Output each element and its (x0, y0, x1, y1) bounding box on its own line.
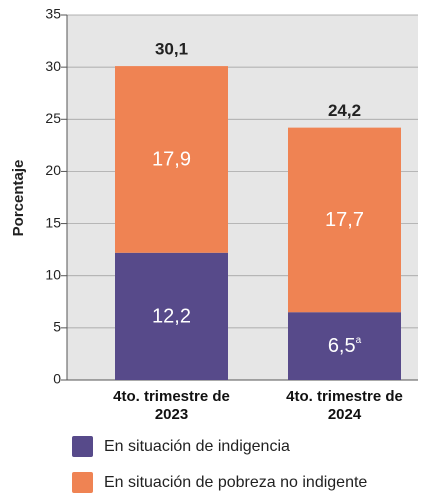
value-label-text: 6,5 (328, 335, 356, 357)
y-tick-label: 0 (53, 371, 61, 387)
bar-segment (115, 66, 228, 253)
legend-label: En situación de pobreza no indigente (104, 474, 367, 491)
total-label: 30,1 (155, 40, 188, 59)
value-label: 6,5a (328, 335, 362, 358)
bar-segment (288, 127, 401, 313)
legend-label: En situación de indigencia (104, 438, 290, 455)
x-tick-label: 4to. trimestre de 2024 (286, 388, 403, 423)
x-tick-label: 4to. trimestre de 2023 (113, 388, 230, 423)
value-label: 17,9 (152, 149, 191, 171)
value-label-text: 12,2 (152, 306, 191, 328)
footnote-mark: a (356, 335, 362, 346)
total-label: 24,2 (328, 101, 361, 120)
y-tick-label: 35 (45, 6, 61, 22)
value-label: 12,2 (152, 306, 191, 328)
y-tick-label: 15 (45, 214, 61, 230)
value-label-text: 17,9 (152, 149, 191, 171)
y-tick-label: 25 (45, 110, 61, 126)
y-tick-label: 5 (53, 319, 61, 335)
value-label-text: 17,7 (325, 209, 364, 231)
legend-swatch (72, 436, 93, 457)
value-label: 17,7 (325, 209, 364, 231)
y-tick-label: 30 (45, 58, 61, 74)
y-tick-label: 20 (45, 162, 61, 178)
bar-segment (288, 312, 401, 380)
legend-swatch (72, 472, 93, 493)
y-tick-label: 10 (45, 266, 61, 282)
bar-segment (115, 252, 228, 380)
y-axis-label: Porcentaje (10, 160, 27, 237)
